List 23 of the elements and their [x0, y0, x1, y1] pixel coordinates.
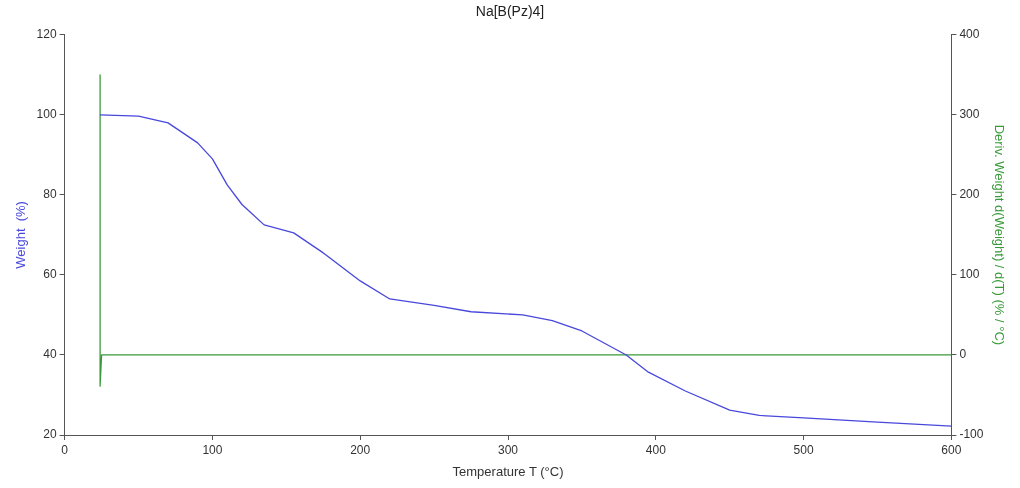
y-tick-label: 40 — [43, 347, 57, 362]
y-axis-title: Weight (%) — [13, 201, 29, 269]
x-tick-label: 0 — [61, 442, 69, 457]
y-tick-label: 20 — [43, 427, 57, 442]
x-tick-label: 500 — [793, 442, 814, 457]
y2-tick-label: 300 — [959, 107, 980, 122]
y2-tick-label: 0 — [959, 347, 967, 362]
y-tick-label: 100 — [36, 107, 57, 122]
x-tick-label: 300 — [497, 442, 519, 457]
x-tick-label: 600 — [941, 442, 962, 457]
x-axis-title: Temperature T (°C) — [452, 463, 564, 479]
y-tick-label: 80 — [43, 187, 57, 202]
y2-tick-label: -100 — [959, 427, 984, 442]
y2-axis-title: Deriv. Weight d(Weight) / d(T) (% / °C) — [991, 124, 1007, 346]
y-tick-label: 120 — [36, 27, 57, 42]
chart-title: Na[B(Pz)4] — [475, 3, 545, 20]
y2-tick-label: 200 — [959, 187, 980, 202]
y-tick-label: 60 — [43, 267, 57, 282]
x-tick-label: 400 — [645, 442, 667, 457]
x-tick-label: 100 — [202, 442, 223, 457]
x-tick-label: 200 — [350, 442, 371, 457]
y2-tick-label: 400 — [959, 27, 980, 42]
y2-tick-label: 100 — [959, 267, 980, 282]
